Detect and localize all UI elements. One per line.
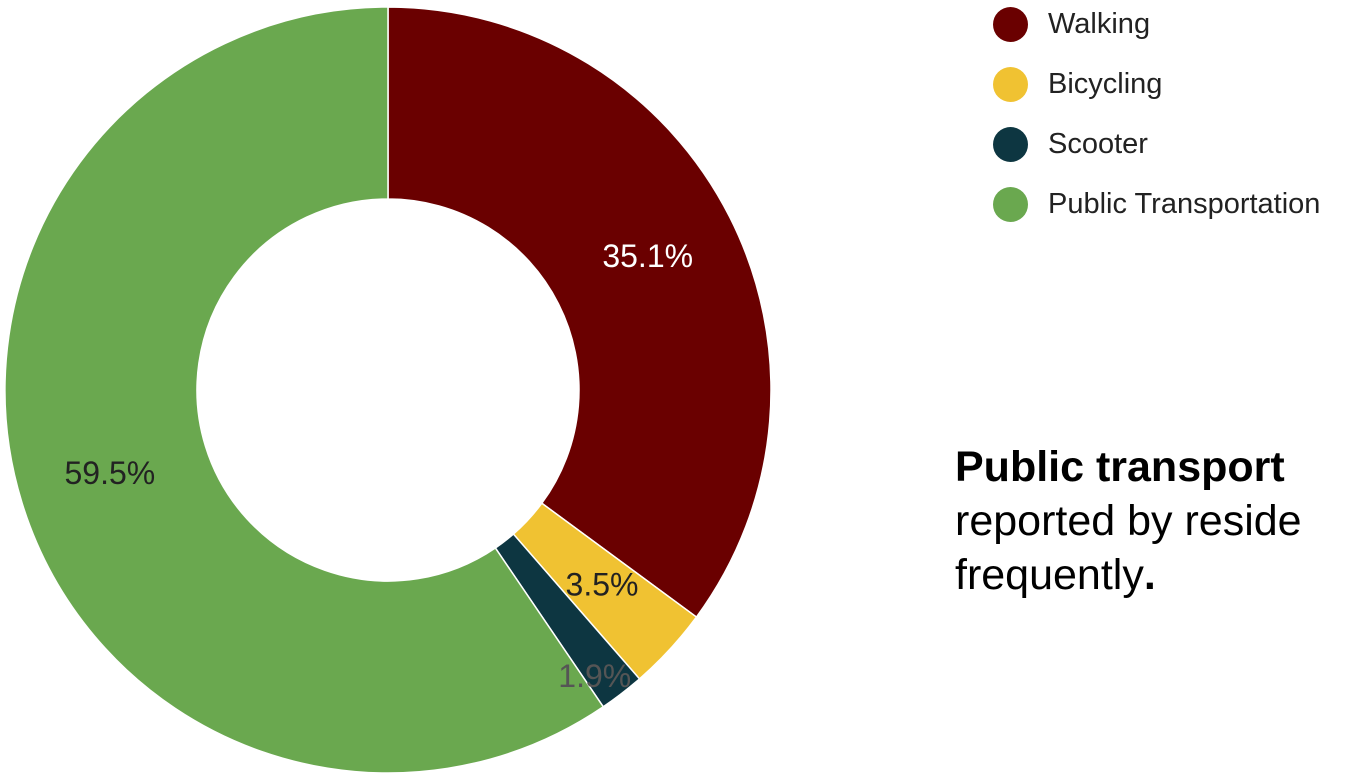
chart-caption: Public transport reported by reside freq… [955,440,1359,650]
legend-label-public-transportation: Public Transportation [1048,187,1321,220]
legend-item-walking: Walking [993,4,1150,44]
legend-label-bicycling: Bicycling [1048,67,1163,100]
legend-item-scooter: Scooter [993,124,1148,164]
bicycling-swatch-icon [993,66,1028,102]
scooter-swatch-icon [993,126,1028,162]
slice-public-transportation [4,6,605,774]
legend-item-bicycling: Bicycling [993,64,1162,104]
caption-period: . [1143,551,1156,599]
public-transportation-swatch-icon [993,186,1028,222]
legend-label-walking: Walking [1048,7,1151,40]
slice-walking [387,6,772,619]
caption-line-2: reported by reside [955,497,1302,545]
caption-line-1: Public transport [955,440,1359,494]
donut-chart: 35.1% 3.5% 1.9% 59.5% [4,6,772,774]
chart-legend: Walking Bicycling Scooter Public Transpo… [993,0,1359,240]
slice-label-bicycling: 3.5% [566,567,639,603]
slice-label-public-transportation: 59.5% [64,455,155,491]
legend-label-scooter: Scooter [1048,127,1148,160]
caption-line-3: frequently. [955,548,1359,602]
slice-label-scooter: 1.9% [558,658,631,694]
caption-line-3-text: frequently [955,551,1144,599]
donut-slices [4,6,772,774]
slice-label-walking: 35.1% [602,238,693,274]
legend-item-public-transportation: Public Transportation [993,184,1320,224]
walking-swatch-icon [993,6,1028,42]
caption-bold-text: Public transport [955,443,1285,491]
slice-labels: 35.1% 3.5% 1.9% 59.5% [64,238,693,694]
